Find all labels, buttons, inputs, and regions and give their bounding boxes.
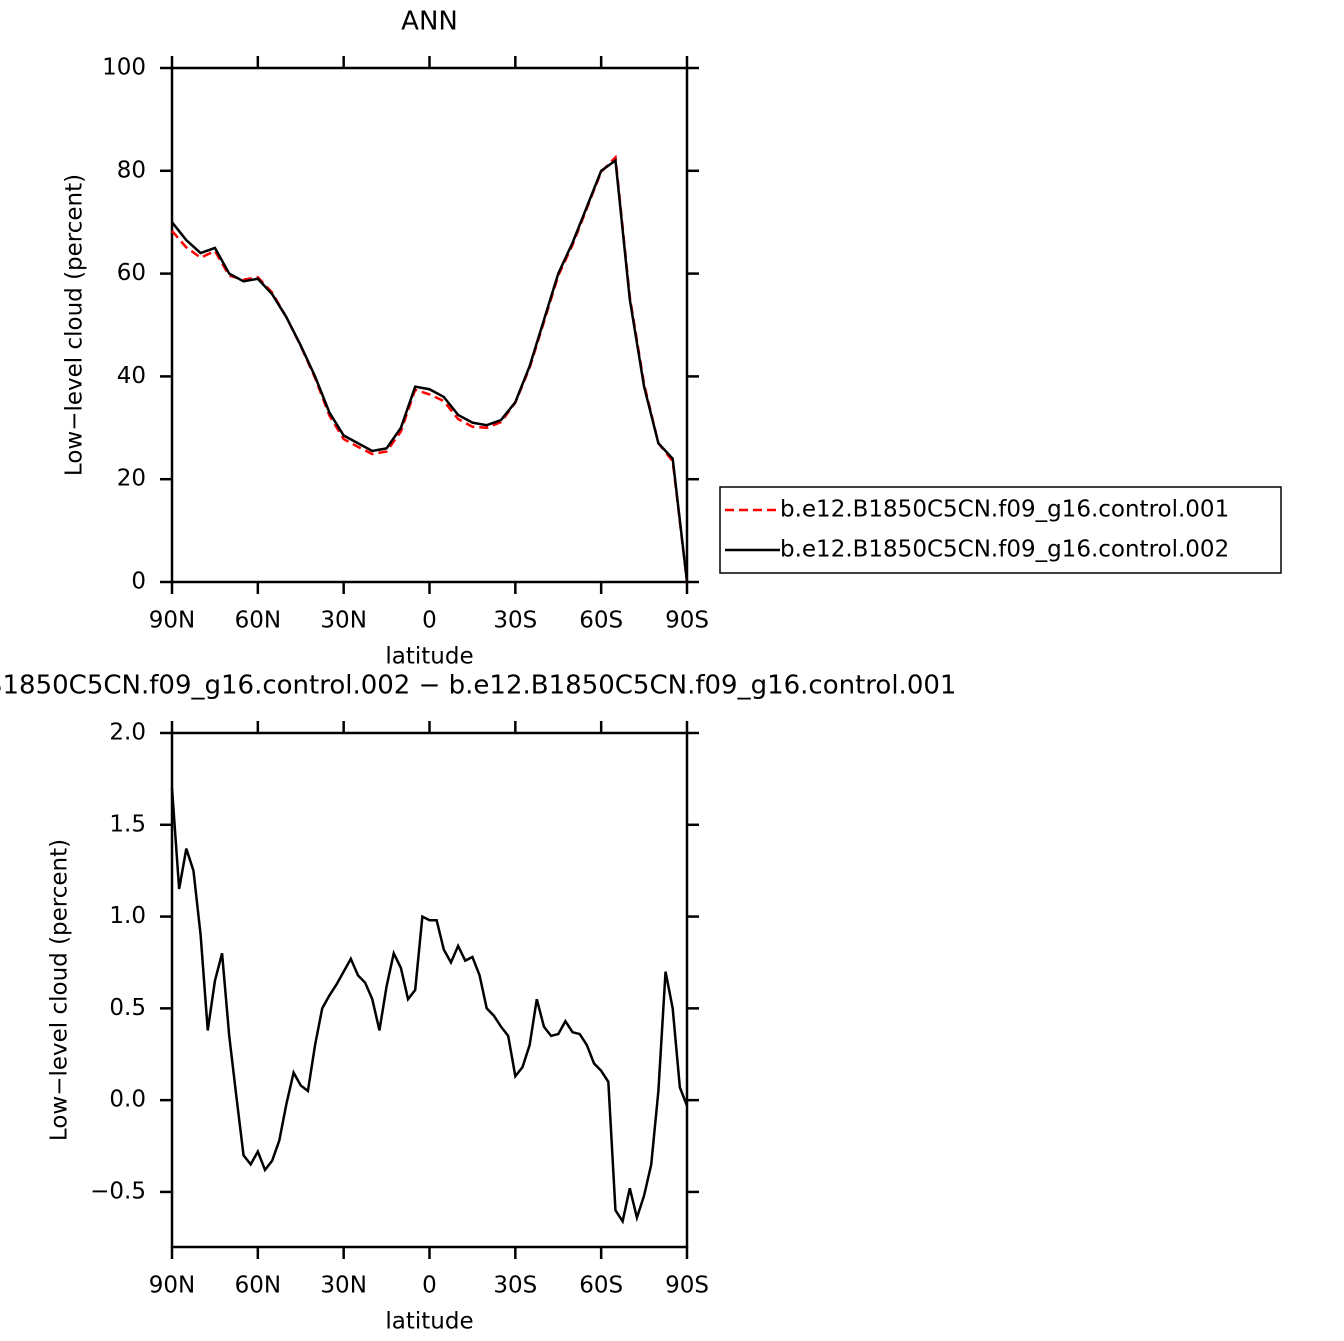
chart-panel: b.e12.B1850C5CN.f09_g16.control.002 − b.…: [0, 671, 956, 1335]
y-tick-label: 2.0: [109, 720, 146, 746]
x-tick-label: 60S: [579, 1273, 623, 1299]
x-tick-label: 30N: [320, 1273, 366, 1299]
y-tick-label: −0.5: [90, 1178, 146, 1204]
y-axis-label: Low−level cloud (percent): [47, 839, 73, 1141]
x-tick-label: 30N: [320, 608, 366, 634]
legend-label: b.e12.B1850C5CN.f09_g16.control.002: [780, 537, 1229, 563]
chart-title: ANN: [401, 7, 458, 37]
data-line: [171, 154, 689, 583]
x-tick-label: 60N: [235, 1273, 281, 1299]
x-tick-label: 90S: [665, 1273, 709, 1299]
chart-title: b.e12.B1850C5CN.f09_g16.control.002 − b.…: [0, 671, 956, 701]
x-tick-label: 90N: [149, 1273, 195, 1299]
x-tick-label: 90S: [665, 608, 709, 634]
y-tick-label: 20: [117, 466, 146, 492]
y-tick-label: 0.0: [109, 1087, 146, 1113]
plot-frame: [170, 66, 689, 584]
x-tick-label: 30S: [493, 1273, 537, 1299]
legend-box: [719, 486, 1282, 574]
x-axis-label: latitude: [385, 1309, 473, 1335]
y-tick-label: 1.0: [109, 903, 146, 929]
y-tick-label: 100: [102, 55, 146, 81]
y-tick-label: 0.5: [109, 995, 146, 1021]
chart-panel: ANN latitude Low−level cloud (percent) 0 20 4…: [62, 7, 1282, 670]
x-tick-label: 60S: [579, 608, 623, 634]
y-tick-label: 1.5: [109, 811, 146, 837]
plot-frame: [170, 731, 689, 1249]
y-tick-label: 80: [117, 157, 146, 183]
y-tick-label: 60: [117, 260, 146, 286]
y-tick-label: 0: [131, 569, 146, 595]
data-line: [170, 787, 689, 1225]
x-tick-label: 90N: [149, 608, 195, 634]
x-axis-label: latitude: [385, 644, 473, 670]
x-tick-label: 0: [422, 1273, 437, 1299]
x-tick-label: 60N: [235, 608, 281, 634]
legend-label: b.e12.B1850C5CN.f09_g16.control.001: [780, 497, 1229, 523]
x-tick-label: 30S: [493, 608, 537, 634]
data-line: [171, 158, 689, 583]
y-tick-label: 40: [117, 363, 146, 389]
y-axis-label: Low−level cloud (percent): [62, 174, 88, 476]
x-tick-label: 0: [422, 608, 437, 634]
